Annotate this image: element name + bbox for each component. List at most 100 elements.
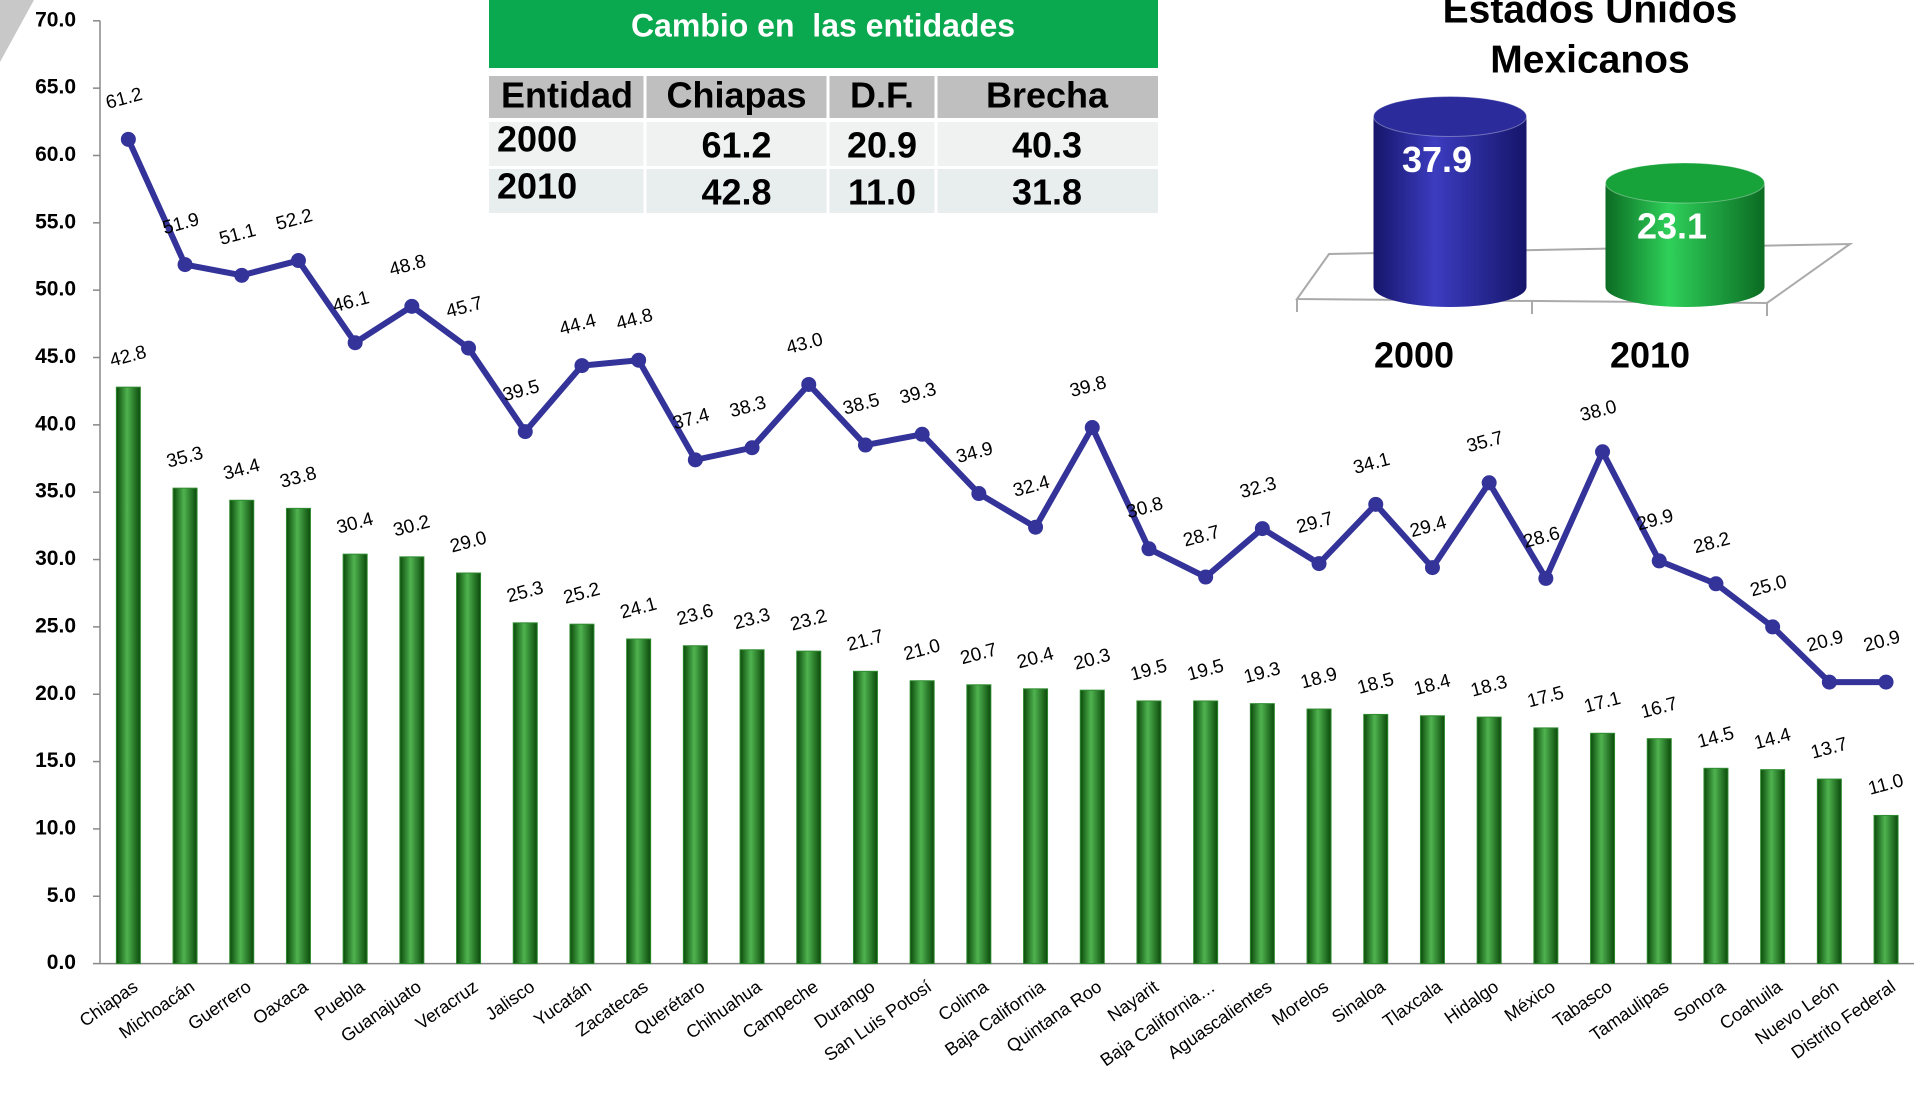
bar-value-label: 11.0 [1866, 770, 1906, 799]
cylinder [1373, 95, 1527, 307]
bar [909, 680, 935, 965]
line-value-label: 48.8 [387, 251, 428, 281]
bar [1306, 708, 1332, 965]
bar-value-label: 33.8 [278, 463, 319, 493]
bar [1533, 727, 1559, 965]
bar [285, 507, 311, 965]
line-value-label: 29.9 [1635, 505, 1676, 535]
bar [229, 499, 255, 965]
y-tick-label: 35.0 [35, 480, 76, 503]
bar-value-label: 30.2 [391, 511, 432, 541]
line-value-label: 37.4 [671, 404, 713, 434]
cylinder-body [1605, 183, 1765, 307]
bar [1136, 700, 1162, 965]
line-point [234, 267, 250, 283]
table-cell: 31.8 [1012, 172, 1082, 213]
line-value-label: 52.2 [274, 205, 315, 235]
bar-value-label: 23.3 [731, 604, 772, 634]
table-header: Brecha [986, 75, 1109, 116]
line-point [461, 340, 477, 356]
line-point [631, 352, 647, 368]
bar [1873, 814, 1899, 965]
table-cell: 61.2 [701, 125, 771, 166]
line-point [687, 452, 703, 468]
line-value-label: 39.8 [1068, 372, 1109, 402]
bar [1646, 738, 1672, 965]
bar-value-label: 23.2 [788, 606, 829, 636]
cylinder-value-label: 37.9 [1402, 139, 1472, 180]
line-value-label: 29.7 [1294, 508, 1335, 538]
table-cell: 11.0 [848, 172, 916, 213]
line-point [1708, 576, 1724, 592]
line-point [574, 358, 590, 374]
line-point [1878, 674, 1894, 690]
bar-value-label: 20.4 [1015, 643, 1057, 673]
bar [682, 645, 708, 965]
bar [626, 638, 652, 965]
y-tick-label: 50.0 [35, 278, 76, 301]
bar-value-label: 25.2 [561, 579, 602, 609]
y-tick-label: 55.0 [35, 210, 76, 233]
x-tick-label: Aguascalientes [1164, 976, 1275, 1062]
bar-value-label: 17.1 [1582, 688, 1623, 718]
x-tick-label: Hidalgo [1441, 976, 1502, 1027]
bar-value-label: 21.0 [901, 635, 942, 665]
table-title: Cambio en las entidades [631, 7, 1015, 43]
line-point [1538, 570, 1554, 586]
cylinder-top [1373, 95, 1527, 137]
line-point [1141, 541, 1157, 557]
line-point [914, 426, 930, 442]
bar-value-label: 20.3 [1072, 645, 1113, 675]
bar [1079, 689, 1105, 965]
bar-value-label: 17.5 [1525, 683, 1566, 713]
line-value-label: 38.3 [727, 392, 768, 422]
bar [796, 650, 822, 965]
x-tick-label: Jalisco [482, 976, 539, 1024]
line-point [1028, 519, 1044, 535]
y-tick-label: 25.0 [35, 614, 76, 637]
cylinder-top [1605, 162, 1765, 204]
table-header: D.F. [850, 75, 914, 116]
line-point [1765, 619, 1781, 635]
bar [342, 553, 368, 965]
table-header-bg [489, 76, 1158, 118]
bar-value-label: 14.4 [1752, 724, 1794, 754]
table-title-bg [489, 0, 1158, 68]
bar [739, 649, 765, 965]
bar [172, 487, 198, 965]
line-point [1311, 556, 1327, 572]
bar [115, 386, 141, 965]
x-tick-label: Veracruz [412, 976, 482, 1033]
table-cell: 2000 [497, 119, 577, 160]
line-value-label: 39.5 [501, 376, 542, 406]
line-value-label: 51.1 [217, 220, 258, 250]
table-cell: 2010 [497, 166, 577, 207]
line-value-label: 45.7 [444, 293, 485, 323]
y-tick-label: 70.0 [35, 8, 76, 31]
bar-value-label: 18.9 [1298, 664, 1339, 694]
bar [1193, 700, 1219, 965]
bar-value-label: 16.7 [1639, 693, 1680, 723]
line-point [347, 335, 363, 351]
table-row-bg [489, 122, 1158, 166]
bar [1703, 767, 1729, 965]
inset-category: 2010 [1610, 335, 1690, 376]
bar-value-label: 30.4 [334, 509, 376, 539]
bar-value-label: 14.5 [1695, 723, 1736, 753]
bar [1816, 778, 1842, 965]
line-value-label: 29.4 [1408, 512, 1450, 542]
line-point [1254, 521, 1270, 537]
line-value-label: 28.2 [1691, 528, 1732, 558]
bar-value-label: 19.3 [1242, 658, 1283, 688]
line-point [744, 440, 760, 456]
line-value-label: 46.1 [330, 287, 371, 317]
line-point [1651, 553, 1667, 569]
bar-value-label: 23.6 [675, 600, 716, 630]
line-point [1821, 674, 1837, 690]
inset-title-continued: Mexicanos [1490, 38, 1689, 81]
line-point [1481, 475, 1497, 491]
bar [1023, 688, 1049, 965]
line-value-label: 28.7 [1181, 522, 1222, 552]
bar [399, 556, 425, 965]
